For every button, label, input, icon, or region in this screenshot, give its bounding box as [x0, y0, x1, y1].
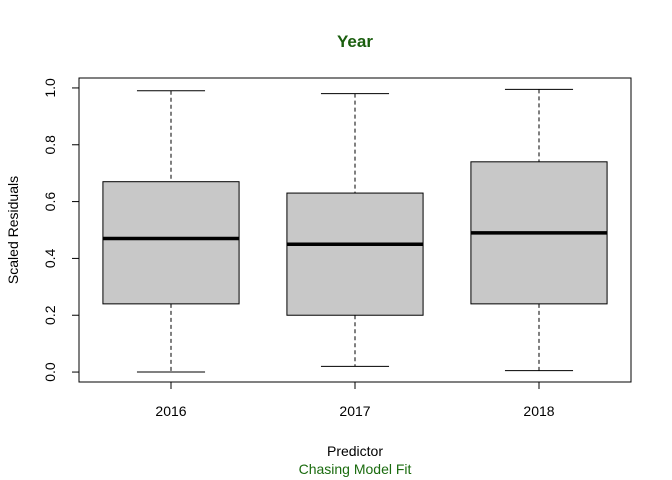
y-tick-label: 1.0 [42, 78, 58, 98]
y-tick-label: 0.2 [42, 305, 58, 325]
box-2016 [102, 90, 240, 373]
chart-subtitle: Chasing Model Fit [299, 461, 412, 477]
x-tick-label: 2018 [523, 403, 554, 419]
y-tick-label: 0.8 [42, 135, 58, 155]
y-tick-label: 0.0 [42, 362, 58, 382]
box-2017 [286, 93, 424, 367]
x-tick-label: 2017 [339, 403, 370, 419]
y-axis: 0.0 0.2 0.4 0.6 0.8 1.0 [42, 78, 80, 382]
iqr-box [102, 181, 240, 305]
y-tick-label: 0.6 [42, 192, 58, 212]
x-axis-label: Predictor [327, 443, 383, 459]
boxes [102, 88, 608, 373]
x-tick-label: 2016 [155, 403, 186, 419]
x-axis: 2016 2017 2018 [155, 381, 555, 419]
y-tick-label: 0.4 [42, 248, 58, 268]
iqr-box [286, 192, 424, 316]
y-axis-label: Scaled Residuals [5, 176, 21, 284]
chart-title: Year [337, 32, 373, 51]
box-2018 [470, 88, 608, 372]
